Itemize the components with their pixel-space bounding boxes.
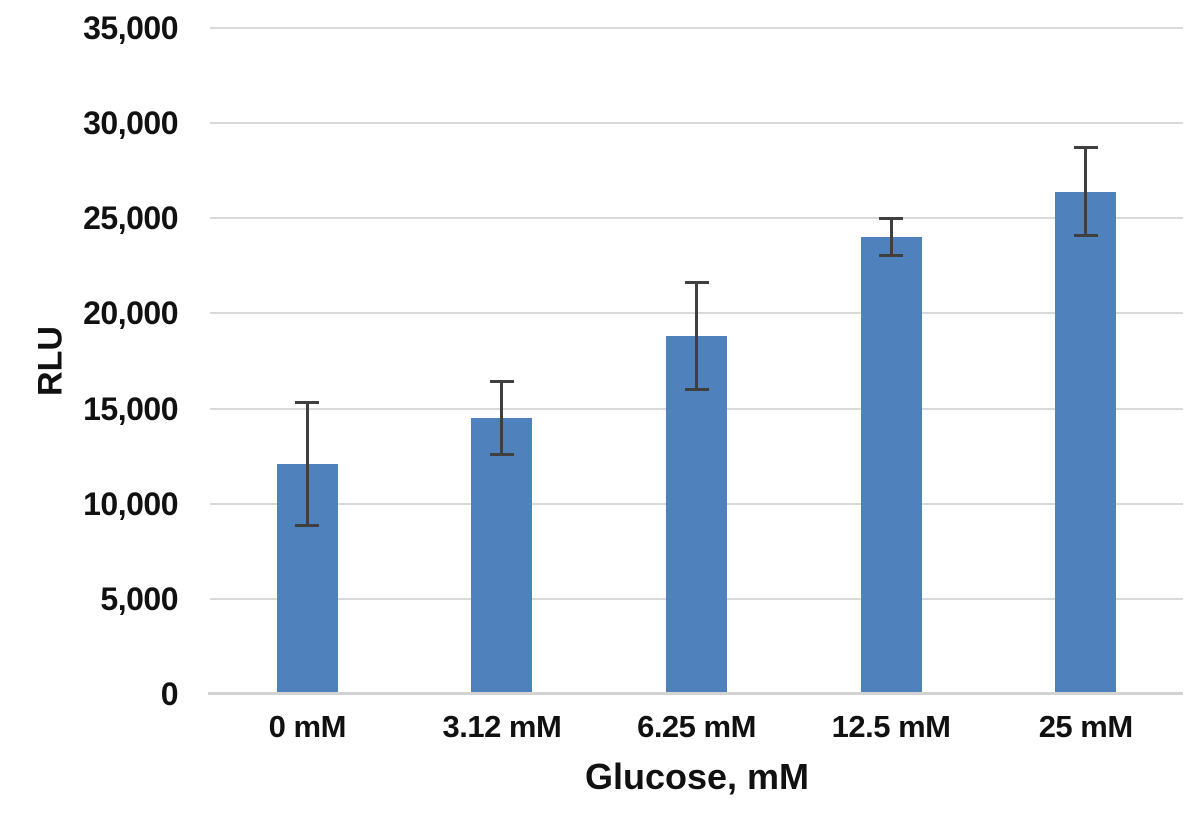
y-axis-title: RLU — [31, 326, 70, 396]
y-axis-tick-label: 10,000 — [83, 485, 178, 522]
y-axis-tick-label: 15,000 — [83, 390, 178, 427]
bar — [471, 418, 533, 694]
error-bar-cap-top — [1073, 145, 1098, 149]
y-axis-tick-label: 5,000 — [100, 580, 178, 617]
bar — [666, 336, 727, 694]
x-axis-line — [208, 692, 1183, 695]
x-axis-tick-label: 12.5 mM — [831, 709, 951, 744]
error-bar-line — [1084, 146, 1088, 237]
error-bar-cap-bottom — [684, 388, 709, 392]
y-axis-tick-label: 35,000 — [83, 10, 178, 46]
error-bar-cap-bottom — [879, 254, 904, 258]
y-axis-tick-label: 20,000 — [83, 295, 178, 332]
error-bar-cap-bottom — [295, 523, 320, 527]
x-axis-tick-label: 3.12 mM — [442, 709, 562, 744]
error-bar-cap-bottom — [489, 453, 514, 457]
y-axis-tick-label: 0 — [160, 676, 179, 712]
error-bar-cap-bottom — [1073, 234, 1098, 238]
gridline — [210, 27, 1183, 29]
bar — [1055, 191, 1117, 694]
error-bar-line — [695, 282, 698, 391]
error-bar-cap-top — [295, 400, 320, 404]
gridline — [210, 217, 1183, 220]
error-bar-line — [889, 218, 893, 257]
y-axis-tick-label: 30,000 — [83, 105, 178, 142]
y-axis-tick-label: 25,000 — [83, 200, 178, 237]
error-bar-line — [305, 401, 309, 526]
bar — [860, 237, 922, 694]
error-bar-cap-top — [489, 379, 514, 383]
error-bar-line — [500, 380, 504, 456]
error-bar-cap-top — [879, 217, 904, 221]
plot-area — [208, 27, 1183, 695]
gridline — [210, 122, 1183, 125]
x-axis-tick-label: 6.25 mM — [637, 709, 756, 744]
x-axis-title: Glucose, mM — [584, 756, 810, 797]
x-axis-tick-label: 0 mM — [268, 709, 347, 744]
error-bar-cap-top — [684, 281, 709, 285]
x-axis-tick-label: 25 mM — [1038, 709, 1133, 744]
